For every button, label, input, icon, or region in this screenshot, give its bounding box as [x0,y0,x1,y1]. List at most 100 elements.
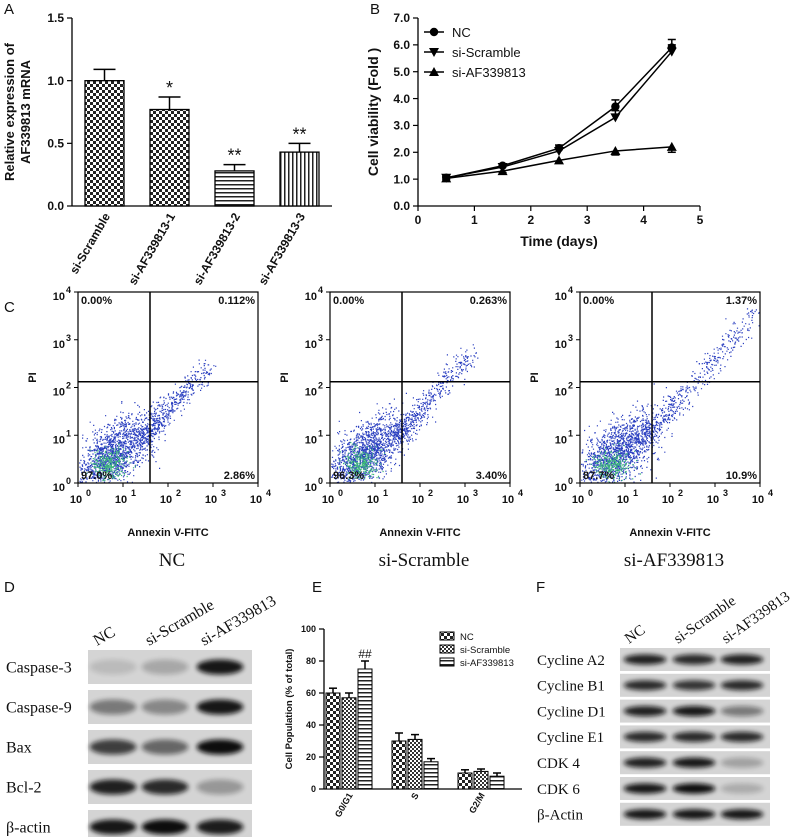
y-tick-label: 10 [305,291,317,303]
error-bar [477,768,485,772]
marker [554,155,564,165]
band [672,783,716,794]
band [720,783,764,794]
band [720,809,764,820]
y-tick-label: 0.0 [47,199,64,213]
bar [407,738,423,790]
band [720,680,764,691]
x-axis-label: Time (days) [520,233,598,249]
y-tick-label: 10 [555,339,567,351]
bar [357,668,373,790]
band [89,699,137,715]
y-tick-label: 0.5 [47,137,64,151]
y-tick-label: 60 [306,688,316,698]
x-tick-label: 10 [160,494,172,506]
row-label: Caspase-3 [6,660,72,677]
marker [429,67,439,76]
error-bar [329,687,337,693]
band [196,699,244,715]
x-tick-label: 5 [697,213,704,227]
band [141,659,189,675]
band [672,757,716,768]
x-tick-exponent: 2 [176,488,181,498]
x-tick-label: 10 [322,494,334,506]
y-tick-label: 10 [53,482,65,494]
annotation: ** [292,124,306,144]
quadrant-percent: 10.9% [726,470,757,482]
x-tick-label: G0/G1 [333,791,355,819]
error-bar [288,142,311,153]
y-tick-label: 4.0 [393,92,410,106]
error-bar [223,163,246,171]
y-tick-exponent: 2 [318,381,323,391]
legend-label: si-AF339813 [460,658,514,669]
x-tick-label: 10 [617,494,629,506]
y-axis-label: PI [27,372,39,382]
y-tick-label: 1.0 [393,172,410,186]
legend-label: si-AF339813 [452,65,526,80]
x-tick-label: 10 [70,494,82,506]
x-tick-label: si-AF339813-3 [256,210,309,287]
legend-label: NC [460,632,474,643]
row-label: Bcl-2 [6,780,42,797]
error-bar [493,772,501,777]
x-tick-label: si-AF339813-2 [191,210,244,287]
bar [214,170,255,207]
panel-letter: C [4,299,15,316]
y-tick-label: 80 [306,656,316,666]
legend-swatch [439,631,455,641]
y-tick-label: 1.0 [47,74,64,88]
y-tick-label: 10 [53,387,65,399]
band [720,705,764,717]
y-tick-exponent: 1 [568,428,573,438]
x-tick-label: 10 [115,494,127,506]
legend-swatch [439,657,455,667]
y-axis-label: Cell Population (% of total) [284,649,295,770]
y-axis-label: PI [279,372,291,382]
band [196,659,244,675]
band [672,654,716,665]
x-tick-exponent: 2 [678,488,683,498]
x-axis-label: Annexin V-FITC [127,527,208,539]
y-tick-label: 10 [305,387,317,399]
quadrant-percent: 0.00% [333,295,364,307]
bar [341,697,357,790]
band [623,680,667,691]
quadrant-percent: 0.00% [81,295,112,307]
band [720,731,764,743]
error-bar [427,757,435,762]
y-tick-exponent: 4 [568,285,573,295]
x-tick-exponent: 3 [723,488,728,498]
x-tick-exponent: 3 [221,488,226,498]
error-bar [361,660,369,669]
band [720,654,764,665]
quadrant-percent: 2.86% [224,470,255,482]
marker [611,102,620,111]
event-core [86,443,137,482]
y-tick-label: 20 [306,752,316,762]
x-tick-label: 10 [250,494,262,506]
y-tick-label: 5.0 [393,65,410,79]
x-tick-label: 1 [471,213,478,227]
caption: si-AF339813 [624,550,724,571]
error-bar [345,692,353,698]
panel-letter: D [4,579,15,596]
x-tick-label: 4 [640,213,647,227]
x-tick-label: 10 [572,494,584,506]
bar [473,770,489,790]
legend-label: si-Scramble [452,45,521,60]
y-tick-label: 6.0 [393,38,410,52]
row-label: Cycline E1 [537,730,604,746]
row-label: Cycline D1 [537,704,606,720]
bar [84,80,125,207]
event-dots [330,344,479,484]
y-tick-label: 10 [53,434,65,446]
y-tick-exponent: 0 [318,476,323,486]
band [141,699,189,715]
y-tick-label: 10 [555,387,567,399]
annotation: ** [227,146,241,166]
row-label: β-actin [6,820,51,837]
bar [325,692,341,790]
bar [391,740,407,790]
band [89,819,137,835]
